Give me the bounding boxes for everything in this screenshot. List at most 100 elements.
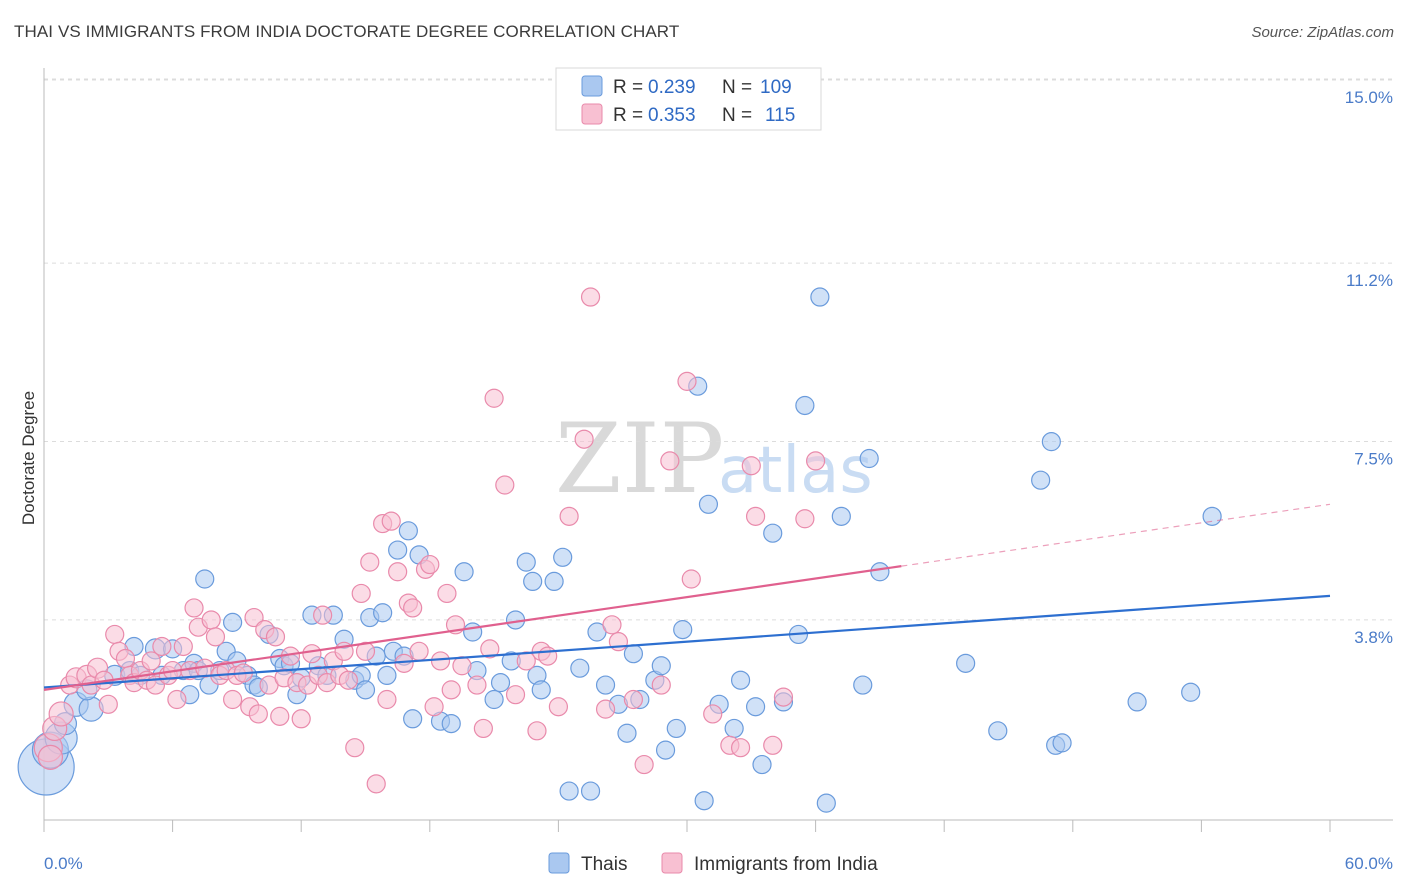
watermark-atlas: atlas xyxy=(718,434,873,508)
india-point xyxy=(602,615,622,635)
y-tick-label: 11.2% xyxy=(1346,271,1393,290)
legend-r-label-india: R = xyxy=(613,105,643,126)
thai-points xyxy=(17,287,1222,813)
thai-point xyxy=(988,721,1008,741)
india-point xyxy=(574,429,594,449)
thai-point xyxy=(373,603,393,623)
legend-n-label-india: N = xyxy=(722,105,752,126)
thai-point xyxy=(666,718,686,739)
india-point xyxy=(651,675,671,695)
thai-point xyxy=(570,658,590,678)
india-point xyxy=(291,709,311,729)
india-point xyxy=(623,689,644,710)
thai-point xyxy=(516,552,536,572)
series-legend-label-india: Immigrants from India xyxy=(694,854,878,875)
india-point xyxy=(595,699,616,719)
x-tick-label-min: 0.0% xyxy=(44,854,83,873)
india-point xyxy=(437,583,457,604)
thai-point xyxy=(763,523,783,543)
thai-point xyxy=(1031,470,1051,490)
y-tick-label: 15.0% xyxy=(1345,88,1393,107)
thai-point xyxy=(1041,432,1061,452)
india-point xyxy=(205,627,226,647)
india-point xyxy=(37,744,64,770)
thai-point xyxy=(795,395,815,416)
india-point xyxy=(745,506,766,526)
legend-n-value-thai: 109 xyxy=(760,77,792,98)
india-point xyxy=(351,583,371,604)
thai-point xyxy=(580,781,601,801)
india-point xyxy=(223,689,243,710)
thai-point xyxy=(388,540,408,560)
india-point xyxy=(580,287,601,307)
thai-point xyxy=(651,656,671,676)
india-points xyxy=(33,287,826,794)
india-point xyxy=(201,610,221,630)
legend-r-value-india: 0.353 xyxy=(648,105,696,126)
legend-n-label-thai: N = xyxy=(722,77,752,98)
india-trend-extension xyxy=(901,503,1331,567)
thai-point xyxy=(698,494,719,514)
thai-point xyxy=(655,740,676,760)
india-point xyxy=(248,704,268,724)
india-point xyxy=(313,605,333,625)
india-point xyxy=(48,701,74,727)
thai-point xyxy=(745,697,766,717)
x-tick-label-max: 60.0% xyxy=(1345,854,1393,873)
legend-n-value-india: 115 xyxy=(765,105,795,126)
india-point xyxy=(527,721,547,741)
india-point xyxy=(424,697,444,717)
legend-r-value-thai: 0.239 xyxy=(648,77,696,98)
thai-point xyxy=(617,723,637,743)
india-point xyxy=(167,689,187,710)
india-point xyxy=(173,636,193,657)
thai-point xyxy=(1052,733,1072,753)
india-point xyxy=(244,607,264,628)
thai-point xyxy=(870,562,890,582)
india-point xyxy=(355,641,376,661)
thai-point xyxy=(523,571,543,592)
trend-lines xyxy=(43,503,1331,691)
india-point xyxy=(430,651,451,671)
thai-point xyxy=(595,675,616,695)
india-point xyxy=(403,598,423,618)
india-point xyxy=(805,451,826,471)
india-point xyxy=(559,506,579,526)
thai-point xyxy=(816,793,836,813)
thai-point xyxy=(810,287,830,307)
india-point xyxy=(548,697,569,717)
thai-point xyxy=(195,569,215,589)
gridlines xyxy=(44,78,1393,621)
y-tick-labels: 3.8% 7.5% 11.2% 15.0% xyxy=(1345,88,1393,647)
series-legend-swatch-india xyxy=(661,852,683,874)
india-point xyxy=(265,627,286,647)
stats-legend: R = 0.239 N = 109 R = 0.353 N = 115 xyxy=(555,67,822,131)
thai-point xyxy=(623,644,644,664)
axes xyxy=(43,68,1393,832)
thai-point xyxy=(441,713,461,734)
india-point xyxy=(495,475,515,495)
thai-point xyxy=(853,675,873,695)
india-point xyxy=(345,738,365,758)
thai-point xyxy=(553,547,573,567)
thai-point xyxy=(673,620,693,640)
india-point xyxy=(773,687,794,707)
legend-swatch-thai xyxy=(581,75,603,97)
thai-point xyxy=(403,709,423,729)
chart-title: THAI VS IMMIGRANTS FROM INDIA DOCTORATE … xyxy=(14,22,680,41)
india-point xyxy=(467,675,487,695)
india-point xyxy=(505,685,526,705)
thai-point xyxy=(956,653,976,673)
india-trend-line xyxy=(43,565,902,691)
thai-point xyxy=(484,689,504,710)
india-point xyxy=(634,754,654,775)
thai-point xyxy=(724,718,744,739)
watermark-zip: ZIP xyxy=(555,403,724,515)
thai-point xyxy=(463,622,483,642)
thai-point xyxy=(398,521,418,541)
source-label: Source: ZipAtlas.com xyxy=(1251,24,1394,41)
legend-swatch-india xyxy=(581,103,603,125)
india-point xyxy=(381,511,401,531)
series-legend-swatch-thai xyxy=(548,852,570,874)
